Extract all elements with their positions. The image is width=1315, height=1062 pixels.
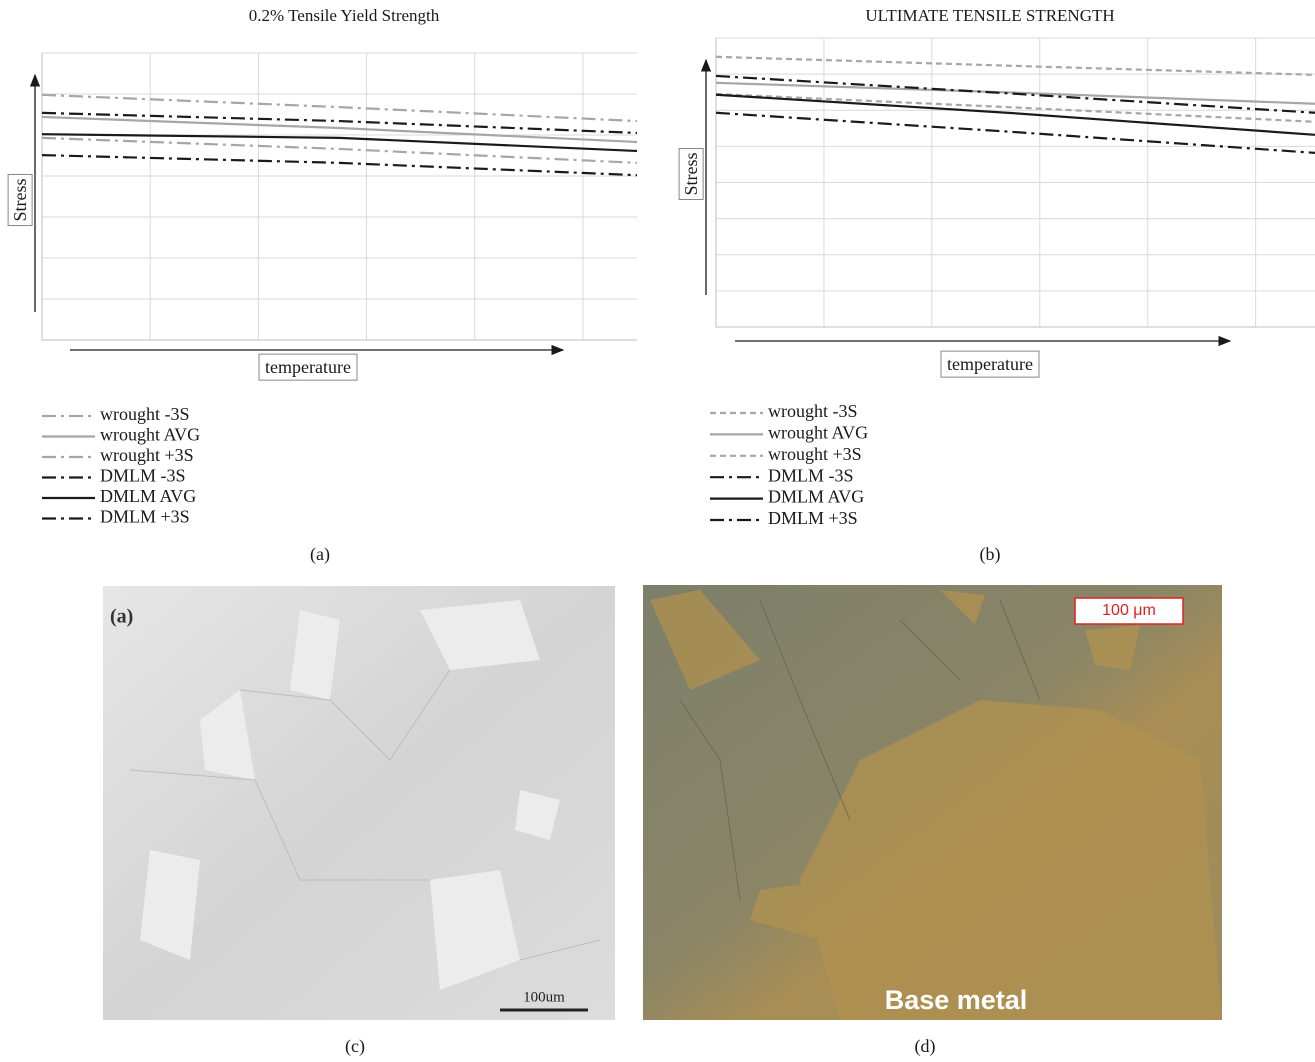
legend-label: wrought -3S (100, 404, 190, 424)
legend-label: DMLM AVG (100, 486, 196, 506)
inset-label: (a) (110, 606, 133, 628)
panel-label: (c) (345, 1036, 365, 1057)
legend-label: DMLM -3S (768, 465, 854, 485)
plot-frame (42, 53, 637, 340)
chart-title: ULTIMATE TENSILE STRENGTH (865, 6, 1114, 25)
page: (a) 100um (c) 100 μm Base metal (d) 0.2%… (0, 0, 1315, 1062)
panel-label: (a) (310, 544, 330, 565)
series-line (716, 76, 1315, 113)
legend-label: wrought AVG (768, 423, 868, 443)
panel-label: (b) (980, 544, 1001, 565)
y-axis-label: Stress (681, 152, 701, 195)
legend-label: wrought +3S (768, 444, 862, 464)
scale-label: 100um (523, 989, 565, 1005)
legend-label: DMLM -3S (100, 466, 186, 486)
legend-label: wrought +3S (100, 445, 194, 465)
chart-title: 0.2% Tensile Yield Strength (249, 6, 440, 25)
panel-label: (d) (915, 1036, 936, 1057)
legend-label: DMLM AVG (768, 487, 864, 507)
series-line (42, 95, 637, 121)
series-line (42, 138, 637, 163)
image-caption: Base metal (885, 985, 1028, 1015)
x-axis-label: temperature (265, 357, 351, 377)
figure: (a) 100um (c) 100 μm Base metal (d) 0.2%… (0, 0, 1315, 1062)
legend-label: wrought -3S (768, 401, 858, 421)
x-axis-label: temperature (947, 354, 1033, 374)
legend-label: DMLM +3S (768, 508, 858, 528)
y-axis-label: Stress (10, 178, 30, 221)
legend-label: DMLM +3S (100, 507, 190, 527)
series-line (716, 57, 1315, 75)
legend-label: wrought AVG (100, 425, 200, 445)
scale-label: 100 μm (1102, 602, 1156, 619)
